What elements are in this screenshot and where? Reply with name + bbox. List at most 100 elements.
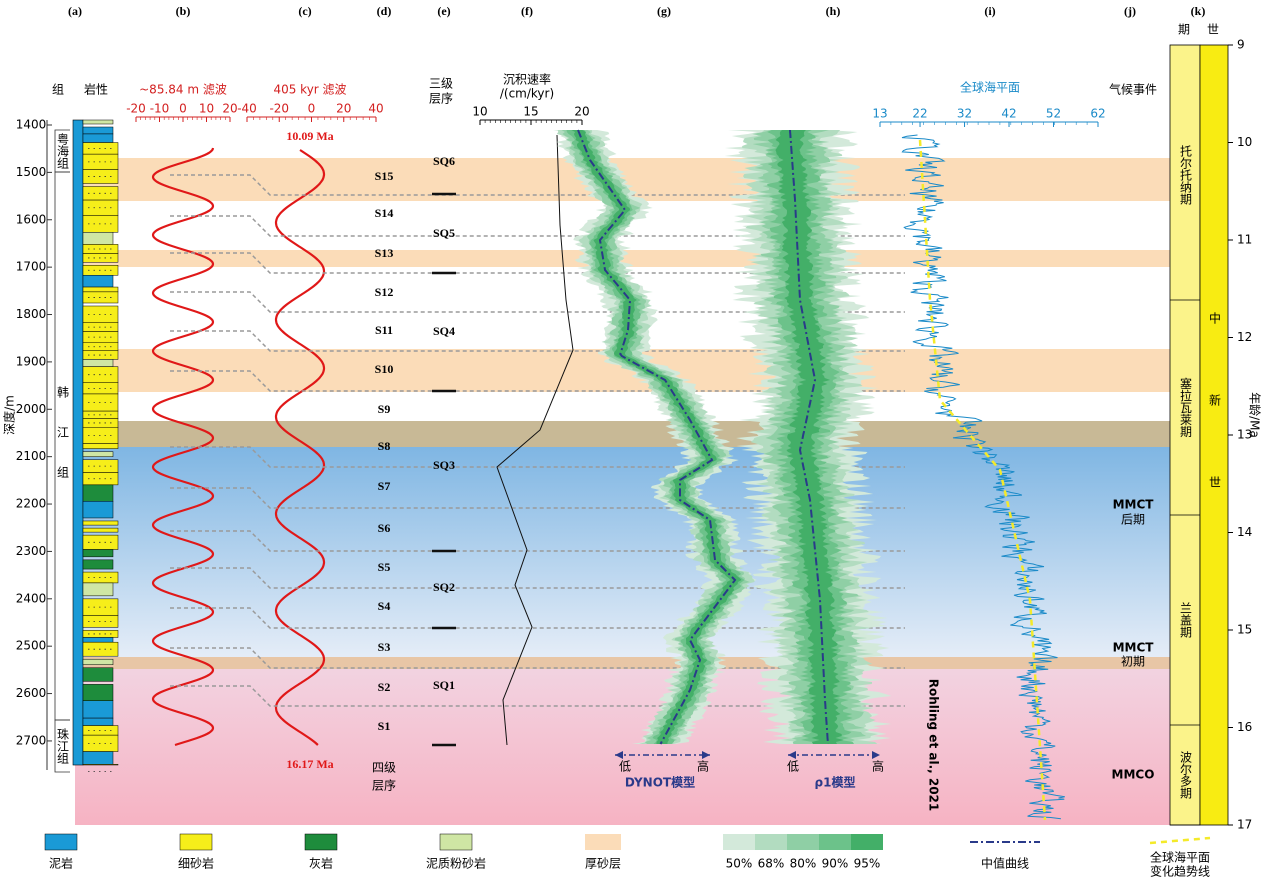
scale-tick-label: -10 (150, 102, 170, 116)
legend-swatch (439, 833, 473, 851)
panel-letter: (j) (1124, 4, 1136, 18)
fourth-order-sequence: S9 (378, 402, 391, 416)
fourth-order-sequence: S6 (378, 521, 391, 535)
panel-letter: (i) (984, 4, 995, 18)
lithology-bed (82, 684, 114, 701)
fourth-order-sequence: S3 (378, 640, 391, 654)
legend-label: 泥质粉砂岩 (426, 856, 486, 871)
sequence-boundary (170, 330, 905, 352)
panel-letter: (h) (826, 4, 841, 18)
age-tick-label: 15 (1237, 623, 1252, 637)
scale-tick-label: 10 (199, 102, 214, 116)
stage-column (1169, 44, 1201, 826)
panel-letter: (g) (657, 4, 671, 18)
lithology-bed (82, 667, 114, 682)
depth-tick-label: 1800 (16, 307, 47, 321)
lithology-bed (82, 527, 119, 533)
scale-tick-label: 32 (957, 107, 972, 121)
fourth-order-sequence: S11 (375, 323, 393, 337)
depth-tick-label: 2700 (16, 733, 47, 747)
lithology-bed (82, 559, 114, 570)
age-tick-label: 12 (1237, 330, 1252, 344)
sequence-boundary (170, 530, 905, 552)
event-label: 后期 (1121, 513, 1145, 527)
legend-swatch (179, 833, 213, 851)
arrow-head (872, 751, 880, 759)
background-bands (75, 158, 1170, 825)
content: 粤海组韩江组珠江组1400150016001700180019002000210… (2, 4, 1262, 879)
header: 组 (52, 83, 64, 97)
legend-label: 变化趋势线 (1150, 864, 1210, 879)
age-tick-label: 11 (1237, 233, 1252, 247)
age-tick-label: 9 (1237, 38, 1245, 52)
fourth-order-sequence: S2 (378, 680, 391, 694)
sequence-boundary (170, 291, 905, 313)
formation-bracket (54, 719, 70, 773)
sequence-boundary (170, 370, 905, 392)
third-order-sequence: SQ5 (433, 226, 455, 240)
lithology-bed (82, 275, 114, 288)
legend-swatch (723, 834, 755, 850)
panel-letter: (f) (521, 4, 533, 18)
sequence-boundary (170, 567, 905, 589)
blue-band (75, 447, 1170, 662)
axis-low: 低 (787, 760, 799, 774)
header: 沉积速率 (503, 72, 551, 87)
depth-tick-label: 2500 (16, 639, 47, 653)
lithology-bed (82, 582, 114, 597)
panel-letter: (c) (298, 4, 311, 18)
lithology-bed (82, 126, 114, 135)
tan-band (75, 421, 1170, 447)
depth-tick-label: 1600 (16, 212, 47, 226)
scale-tick-label: 13 (872, 107, 887, 121)
median-curve (577, 129, 737, 745)
scale-tick-label: 10 (472, 105, 487, 119)
legend-label: 90% (822, 857, 849, 871)
fourth-order-sequence: S15 (375, 169, 394, 183)
depth-tick-label: 1700 (16, 260, 47, 274)
event-label: MMCO (1112, 768, 1155, 782)
third-order-sequence: SQ3 (433, 458, 455, 472)
scale-tick-label: -20 (269, 102, 289, 116)
legend-swatch (787, 834, 819, 850)
axis-high: 高 (697, 759, 709, 774)
sequence-boundary (170, 647, 905, 669)
third-order-sequence: SQ6 (433, 154, 455, 168)
header: 三级 (429, 77, 453, 91)
legend-label: 95% (854, 857, 881, 871)
fourth-order-sequence: S14 (375, 206, 394, 220)
header: /(cm/kyr) (500, 87, 554, 101)
legend-label: 50% (726, 857, 753, 871)
scale-tick-label: 22 (912, 107, 927, 121)
depth-tick-label: 2200 (16, 497, 47, 511)
scale-tick-label: -20 (126, 102, 146, 116)
scale-tick-label: 0 (308, 102, 316, 116)
sequence-boundary (170, 487, 905, 509)
fourth-order-sequence: S8 (378, 439, 391, 453)
fourth-order-sequence: S13 (375, 246, 394, 260)
sequence-boundary (170, 174, 905, 196)
fourth-order-sequence: S10 (375, 362, 394, 376)
lithology-bed (82, 700, 114, 719)
depth-tick-label: 2400 (16, 591, 47, 605)
mud-column (72, 119, 84, 766)
scale-tick-label: 52 (1046, 107, 1061, 121)
sea-level-trend (918, 139, 1047, 821)
fourth-order-sequence: S5 (378, 560, 391, 574)
axis-high: 高 (872, 759, 884, 774)
age-tick-label: 17 (1237, 818, 1252, 832)
header: 四级 (372, 761, 396, 775)
lithology-bed (82, 501, 114, 519)
lithology-bed (82, 717, 114, 726)
scale-tick-label: 20 (574, 105, 589, 119)
sequence-boundary (170, 685, 905, 707)
lithology-bed (82, 637, 114, 643)
legend-label: 68% (758, 857, 785, 871)
formation-label: 粤海组 (56, 132, 70, 169)
panel-letter: (d) (377, 4, 392, 18)
legend-label: 中值曲线 (981, 856, 1029, 871)
sequence-boundary (170, 252, 905, 274)
legend-swatch (755, 834, 787, 850)
scale-tick-label: 15 (523, 105, 538, 119)
panel-letter: (k) (1191, 4, 1206, 18)
